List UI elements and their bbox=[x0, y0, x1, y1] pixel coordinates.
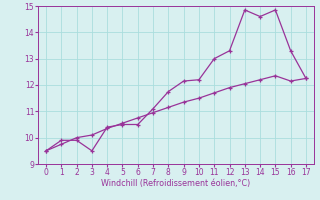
X-axis label: Windchill (Refroidissement éolien,°C): Windchill (Refroidissement éolien,°C) bbox=[101, 179, 251, 188]
